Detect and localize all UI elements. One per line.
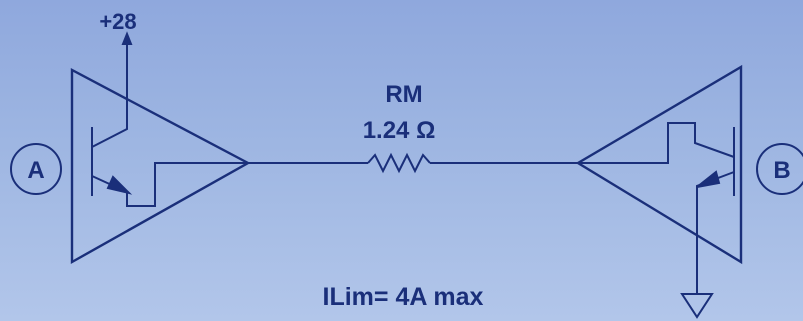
receiver-b-triangle	[575, 64, 743, 265]
resistor-name-label: RM	[385, 81, 422, 108]
ground-icon	[680, 293, 714, 319]
resistor-value-label: 1.24 Ω	[363, 117, 436, 144]
receiver-b-input-line	[578, 122, 735, 164]
receiver-b	[575, 64, 743, 319]
supply-label: +28	[99, 9, 136, 34]
driver-a	[70, 31, 251, 265]
driver-a-triangle	[70, 68, 251, 265]
driver-a-emitter-arrow	[106, 175, 133, 195]
node-a-circle	[10, 143, 62, 195]
resistor-symbol	[367, 152, 431, 174]
current-limit-label: ILim= 4A max	[323, 283, 484, 311]
driver-a-collector-line	[91, 38, 128, 148]
node-b-circle	[756, 143, 803, 195]
receiver-b-emitter-arrow	[696, 170, 721, 188]
node-a-label: A	[27, 157, 44, 184]
supply-arrow	[121, 31, 133, 45]
node-b-label: B	[773, 157, 790, 184]
receiver-b-emitter-line	[696, 171, 735, 294]
